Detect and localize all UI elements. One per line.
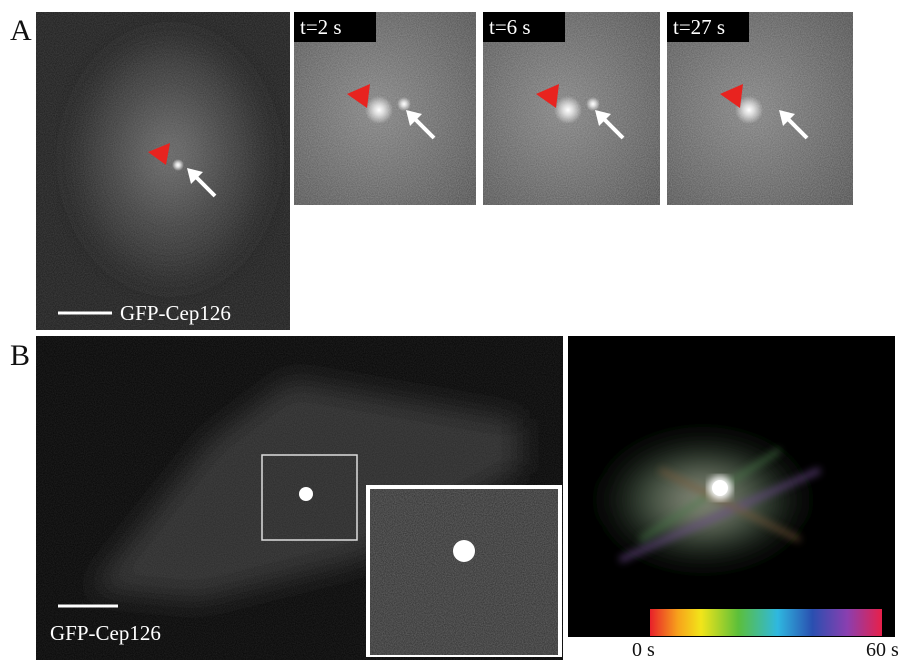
panel-label: B (10, 339, 30, 372)
caption: GFP-Cep126 (120, 301, 231, 325)
frame: t=6 s (483, 12, 660, 205)
frame-time: t=27 s (673, 15, 725, 39)
panel-label: A (10, 14, 32, 47)
figure: A B GFP-Cep126 t=2 s t=6 s t=27 s GFP-Cep1… (0, 0, 907, 660)
micrograph: GFP-Cep126 (36, 336, 563, 660)
frame: t=2 s (294, 12, 476, 205)
frame: t=27 s (667, 12, 853, 205)
colorbar-label: 60 s (866, 639, 899, 660)
colorbar-label: 0 s (632, 639, 655, 660)
frame-time: t=2 s (300, 15, 342, 39)
micrograph (568, 336, 895, 637)
frame-time: t=6 s (489, 15, 531, 39)
micrograph: GFP-Cep126 (36, 12, 290, 330)
caption: GFP-Cep126 (50, 621, 161, 645)
